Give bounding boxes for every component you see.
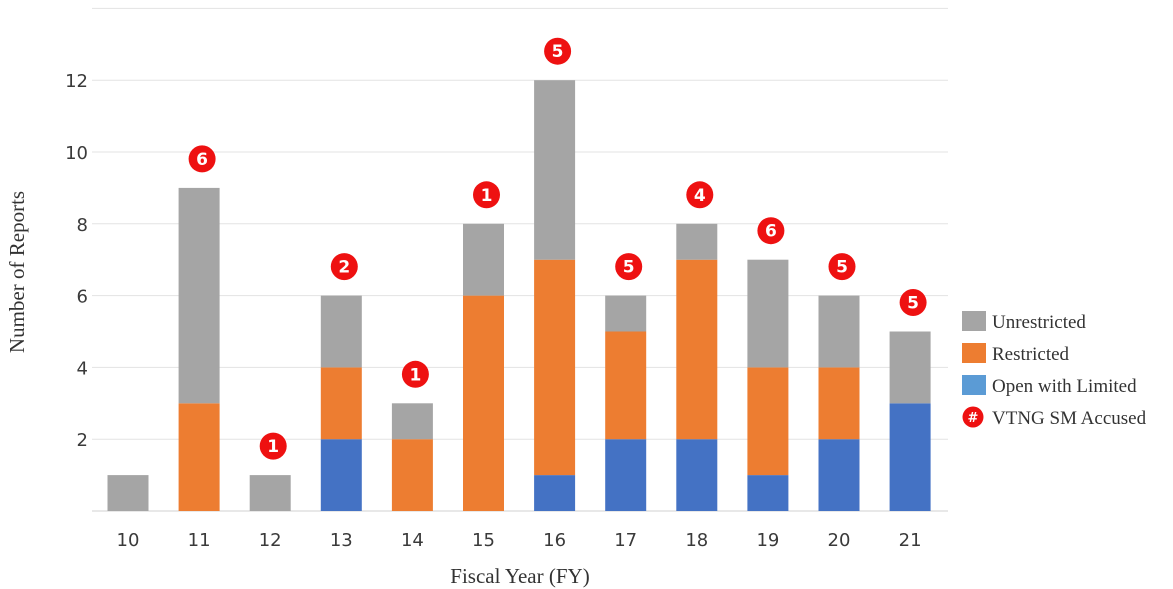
legend-badge-icon: [962, 406, 984, 428]
badge-label: 5: [836, 258, 848, 278]
accused-badge: 5: [899, 289, 927, 316]
legend-badge-marker: #: [968, 411, 979, 426]
bar-segment: [249, 475, 291, 511]
badge-label: 6: [765, 222, 777, 242]
bar-segment: [463, 295, 504, 511]
x-axis-title: Fiscal Year (FY): [450, 564, 589, 588]
accused-badges: 6 1 2 1 1 5 5 4 6 5 5: [188, 37, 927, 460]
y-tick-label: 10: [65, 143, 88, 164]
bars: [107, 80, 931, 511]
accused-badge: 4: [686, 181, 714, 209]
badge-label: 6: [196, 150, 208, 170]
bar-segment: [320, 439, 362, 511]
bar-segment: [818, 439, 860, 511]
badge-label: 5: [552, 42, 564, 62]
bar-segment: [818, 295, 860, 368]
badge-label: 1: [481, 186, 493, 206]
x-tick-label: 13: [330, 530, 353, 551]
bar-segment: [320, 367, 362, 440]
bar-segment: [889, 331, 931, 404]
legend-swatch: [962, 311, 986, 331]
bar-segment: [605, 295, 647, 332]
accused-badge: 5: [828, 253, 856, 281]
x-axis-ticks: 10 11 12 13 14 15 16 17 18 19 20 21: [117, 530, 922, 551]
accused-badge: 1: [473, 181, 500, 209]
legend-label: VTNG SM Accused: [992, 408, 1147, 429]
bar-segment: [391, 439, 433, 511]
legend-swatch: [962, 375, 986, 395]
legend-swatch: [962, 343, 986, 363]
badge-circle: [259, 432, 287, 460]
accused-badge: 1: [259, 432, 287, 460]
badge-label: 4: [694, 186, 706, 206]
badge-circle: [401, 360, 429, 388]
bar-segment: [676, 259, 718, 440]
badge-circle: [828, 253, 856, 281]
y-tick-label: 4: [77, 358, 88, 379]
y-tick-label: 12: [65, 71, 88, 92]
badge-label: 1: [267, 437, 279, 457]
x-tick-label: 11: [188, 530, 211, 551]
y-axis-title: Number of Reports: [5, 191, 29, 353]
y-axis-ticks: 2 4 6 8 10 12: [65, 71, 88, 451]
accused-badge: 6: [188, 145, 216, 173]
bar-segment: [747, 367, 789, 476]
accused-badge: 2: [330, 253, 358, 281]
badge-circle: [544, 37, 572, 65]
badge-circle: [188, 145, 216, 173]
bar-segment: [818, 367, 860, 440]
x-tick-label: 16: [543, 530, 566, 551]
legend-label: Unrestricted: [992, 312, 1086, 333]
x-tick-label: 12: [259, 530, 282, 551]
bar-segment: [391, 403, 433, 440]
badge-label: 1: [409, 365, 421, 385]
bar-segment: [534, 475, 576, 511]
y-tick-label: 8: [77, 215, 88, 236]
legend-label: Open with Limited: [992, 376, 1137, 397]
accused-badge: 1: [401, 360, 429, 388]
bar-segment: [747, 475, 789, 511]
badge-circle: [757, 217, 785, 245]
bar-segment: [463, 223, 504, 296]
bar-segment: [534, 259, 576, 476]
bar-segment: [320, 295, 362, 368]
bar-segment: [178, 403, 220, 511]
gridlines: [92, 7, 948, 512]
bar-segment: [107, 475, 149, 511]
badge-circle: [899, 289, 927, 316]
x-tick-label: 19: [756, 530, 779, 551]
accused-badge: 6: [757, 217, 785, 245]
x-tick-label: 18: [685, 530, 708, 551]
badge-label: 5: [623, 258, 635, 278]
bar-segment: [605, 439, 647, 511]
x-tick-label: 15: [472, 530, 495, 551]
legend: Unrestricted Restricted Open with Limited #…: [962, 311, 1147, 429]
bar-segment: [676, 439, 718, 511]
x-tick-label: 14: [401, 530, 424, 551]
x-tick-label: 10: [117, 530, 140, 551]
badge-label: 2: [338, 258, 350, 278]
bar-segment: [676, 223, 718, 260]
badge-circle: [473, 181, 500, 209]
x-tick-label: 20: [828, 530, 851, 551]
legend-label: Restricted: [992, 344, 1070, 365]
accused-badge: 5: [615, 253, 643, 281]
x-tick-label: 21: [899, 530, 922, 551]
accused-badge: 5: [544, 37, 572, 65]
bar-segment: [178, 187, 220, 404]
badge-circle: [330, 253, 358, 281]
bar-segment: [534, 80, 576, 260]
badge-label: 5: [907, 294, 919, 314]
badge-circle: [686, 181, 714, 209]
bar-segment: [747, 259, 789, 368]
bar-segment: [605, 331, 647, 440]
y-tick-label: 2: [77, 430, 88, 451]
y-tick-label: 6: [77, 287, 88, 308]
x-tick-label: 17: [614, 530, 637, 551]
bar-segment: [889, 403, 931, 511]
badge-circle: [615, 253, 643, 281]
